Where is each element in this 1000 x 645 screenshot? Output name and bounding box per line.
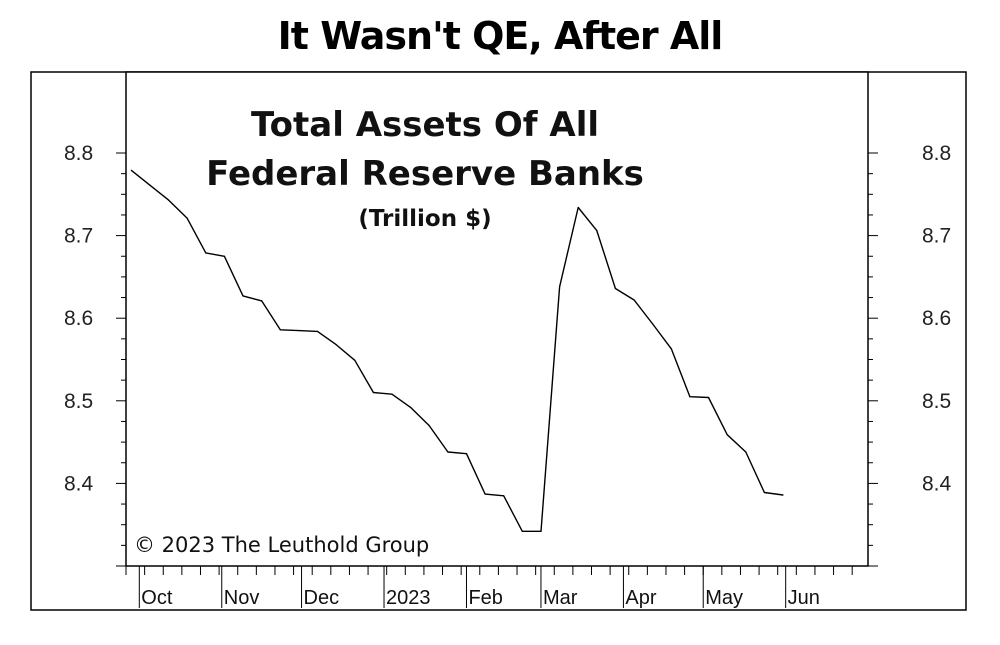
left-y-tick-label: 8.7	[64, 225, 93, 248]
data-point	[354, 359, 356, 361]
data-point	[465, 453, 468, 455]
left-y-tick-label: 8.8	[64, 142, 93, 165]
right-y-tick-label: 8.8	[922, 142, 951, 165]
data-point	[503, 495, 505, 497]
inner-title-line-2: Federal Reserve Banks	[206, 154, 644, 194]
data-point	[745, 451, 747, 453]
unit-label: (Trillion $)	[358, 206, 491, 232]
data-point	[335, 344, 337, 346]
x-tick-label: Feb	[468, 587, 502, 609]
data-point	[168, 199, 170, 201]
data-point	[261, 300, 263, 302]
data-point	[540, 530, 542, 532]
data-point	[577, 206, 579, 209]
left-y-tick-label: 8.4	[64, 472, 94, 495]
data-point	[726, 434, 728, 436]
data-point	[410, 406, 412, 408]
x-tick-label: Nov	[224, 587, 260, 609]
data-point	[316, 330, 319, 332]
data-point	[614, 287, 617, 290]
right-y-tick-label: 8.5	[922, 390, 951, 413]
x-tick-label: Dec	[304, 587, 340, 609]
data-point	[242, 295, 244, 297]
data-point	[484, 493, 486, 495]
data-point	[670, 348, 672, 350]
data-point	[279, 329, 281, 331]
data-point	[298, 330, 300, 332]
data-point	[652, 323, 654, 325]
data-point	[447, 451, 449, 453]
data-point	[205, 252, 207, 254]
data-point	[763, 491, 766, 494]
data-point	[149, 184, 151, 186]
series-line	[130, 169, 784, 532]
left-y-tick-label: 8.5	[64, 390, 93, 413]
plot-area	[125, 71, 869, 567]
right-y-axis: 8.4 8.5 8.6 8.7 8.8	[868, 142, 952, 567]
data-point	[633, 299, 635, 301]
data-point	[782, 494, 784, 496]
data-point	[689, 396, 691, 398]
data-point	[186, 217, 188, 219]
data-point	[130, 169, 132, 171]
data-point	[372, 391, 374, 394]
data-point	[391, 393, 393, 395]
x-tick-label: 2023	[386, 587, 431, 609]
right-y-tick-label: 8.4	[922, 472, 952, 495]
series-layer	[130, 169, 784, 532]
right-y-tick-label: 8.6	[922, 307, 951, 330]
chart-title: It Wasn't QE, After All	[277, 14, 724, 58]
data-point	[707, 396, 710, 399]
right-y-tick-label: 8.7	[922, 225, 951, 248]
data-point	[596, 230, 598, 232]
x-tick-label: Jun	[788, 587, 820, 609]
inner-title-line-1: Total Assets Of All	[251, 105, 599, 145]
x-tick-label: May	[705, 587, 743, 609]
x-tick-label: Mar	[543, 587, 578, 609]
left-y-tick-label: 8.6	[64, 307, 93, 330]
x-tick-label: Oct	[141, 587, 173, 609]
data-point	[223, 255, 225, 257]
x-tick-label: Apr	[625, 587, 656, 609]
data-point	[521, 530, 523, 532]
copyright-note: © 2023 The Leuthold Group	[134, 533, 429, 557]
data-point	[559, 286, 561, 288]
data-point	[428, 425, 430, 427]
left-y-axis: 8.4 8.5 8.6 8.7 8.8	[64, 142, 126, 567]
x-axis: Oct Nov Dec 2023 Feb Mar Apr May Jun	[125, 566, 853, 609]
